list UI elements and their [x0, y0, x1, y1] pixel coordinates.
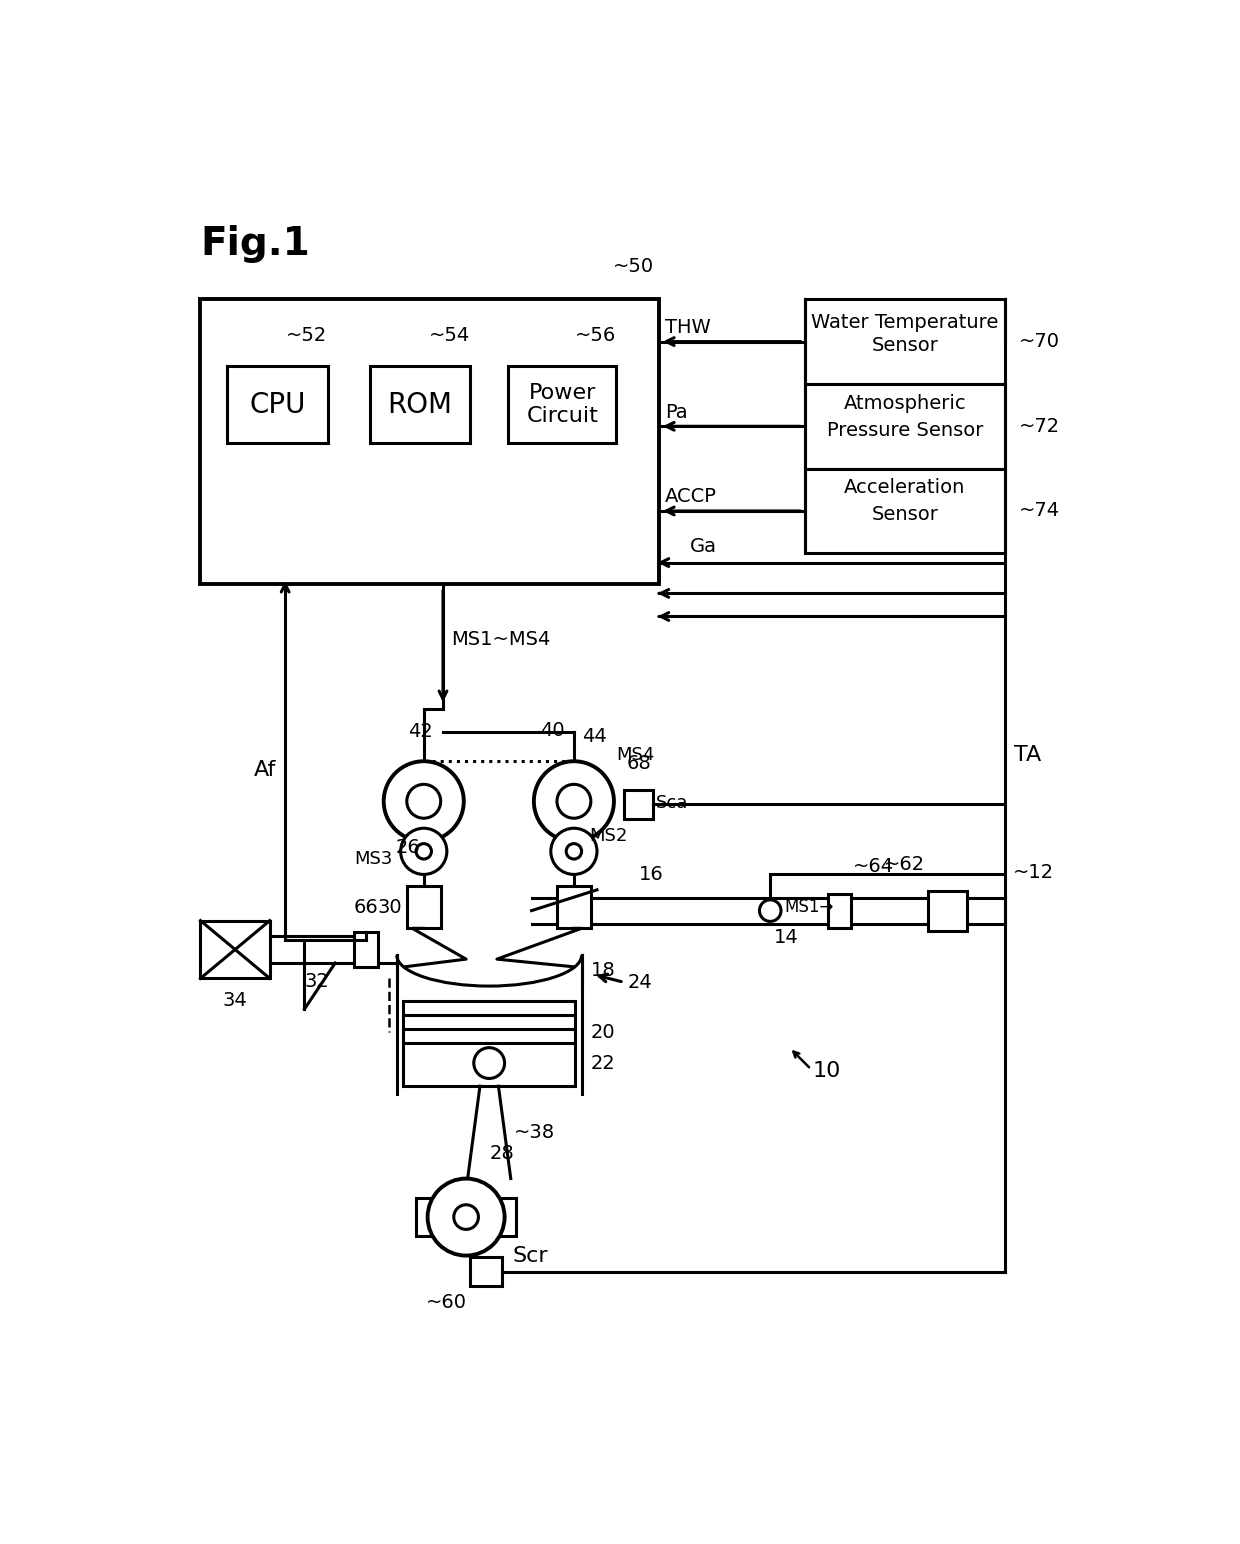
Text: ~74: ~74	[1019, 502, 1060, 520]
Text: 14: 14	[774, 928, 799, 946]
Text: ~60: ~60	[425, 1292, 467, 1311]
Text: MS4: MS4	[616, 746, 655, 764]
Text: 42: 42	[408, 723, 433, 741]
Text: MS1→: MS1→	[784, 897, 833, 916]
Text: 18: 18	[590, 962, 615, 980]
Text: Ga: Ga	[689, 537, 717, 556]
Text: Sca: Sca	[656, 794, 688, 812]
Bar	[624, 789, 653, 818]
Bar	[355, 933, 377, 967]
Text: ~54: ~54	[429, 326, 470, 344]
Circle shape	[454, 1204, 479, 1229]
Circle shape	[534, 761, 614, 841]
Text: Water Temperature: Water Temperature	[811, 313, 998, 332]
Bar	[227, 366, 327, 443]
Text: 28: 28	[490, 1144, 513, 1163]
Text: 32: 32	[304, 973, 329, 991]
Bar	[805, 300, 1006, 384]
Text: MS3: MS3	[355, 851, 393, 868]
Text: 22: 22	[590, 1053, 615, 1073]
Text: Scr: Scr	[512, 1246, 548, 1266]
Circle shape	[407, 784, 440, 818]
Text: Af: Af	[253, 761, 277, 780]
Text: ROM: ROM	[387, 391, 453, 418]
Text: ~56: ~56	[575, 326, 616, 344]
Bar	[407, 886, 440, 928]
Text: ~38: ~38	[513, 1122, 556, 1143]
Circle shape	[417, 843, 432, 858]
Bar	[928, 891, 967, 931]
Circle shape	[428, 1178, 505, 1255]
Text: Sensor: Sensor	[872, 337, 939, 355]
Text: ~70: ~70	[1019, 332, 1060, 350]
Text: Power
Circuit: Power Circuit	[527, 383, 598, 426]
Text: 26: 26	[396, 838, 420, 857]
Circle shape	[551, 828, 596, 874]
Text: Pressure Sensor: Pressure Sensor	[827, 420, 983, 440]
Text: TA: TA	[1014, 746, 1042, 766]
Bar	[508, 366, 616, 443]
Text: ~52: ~52	[286, 326, 327, 344]
Bar	[403, 1002, 575, 1085]
Bar	[201, 300, 658, 584]
Bar	[201, 920, 270, 979]
Text: ACCP: ACCP	[665, 488, 717, 506]
Circle shape	[759, 900, 781, 922]
Text: 34: 34	[223, 991, 248, 1010]
Text: 20: 20	[590, 1022, 615, 1042]
Bar	[370, 366, 470, 443]
Text: ~64: ~64	[853, 857, 894, 875]
Text: ~72: ~72	[1019, 417, 1060, 435]
Text: 66: 66	[353, 897, 378, 917]
Text: ~12: ~12	[1013, 863, 1054, 882]
Text: CPU: CPU	[249, 391, 305, 418]
Text: 40: 40	[541, 721, 564, 740]
Text: Sensor: Sensor	[872, 505, 939, 525]
Text: Atmospheric: Atmospheric	[843, 394, 966, 412]
Circle shape	[383, 761, 464, 841]
Bar	[805, 384, 1006, 469]
Bar	[417, 1198, 516, 1237]
Text: 10: 10	[812, 1061, 841, 1081]
Text: Fig.1: Fig.1	[201, 225, 310, 264]
Text: 24: 24	[627, 973, 652, 991]
Circle shape	[474, 1048, 505, 1078]
Text: 16: 16	[640, 865, 665, 883]
Text: 68: 68	[627, 753, 652, 774]
Text: Pa: Pa	[665, 403, 687, 422]
Text: MS2: MS2	[589, 828, 627, 845]
Text: Acceleration: Acceleration	[844, 479, 966, 497]
Text: ~62: ~62	[884, 855, 925, 874]
Circle shape	[557, 784, 590, 818]
Text: THW: THW	[665, 318, 711, 337]
Bar	[828, 894, 851, 928]
Circle shape	[401, 828, 446, 874]
Bar	[470, 1257, 502, 1286]
Text: ~50: ~50	[613, 258, 653, 276]
Bar	[805, 469, 1006, 553]
Bar	[557, 886, 590, 928]
Text: 30: 30	[377, 899, 402, 917]
Text: MS1~MS4: MS1~MS4	[450, 630, 551, 650]
Circle shape	[567, 843, 582, 858]
Text: 44: 44	[582, 727, 606, 746]
